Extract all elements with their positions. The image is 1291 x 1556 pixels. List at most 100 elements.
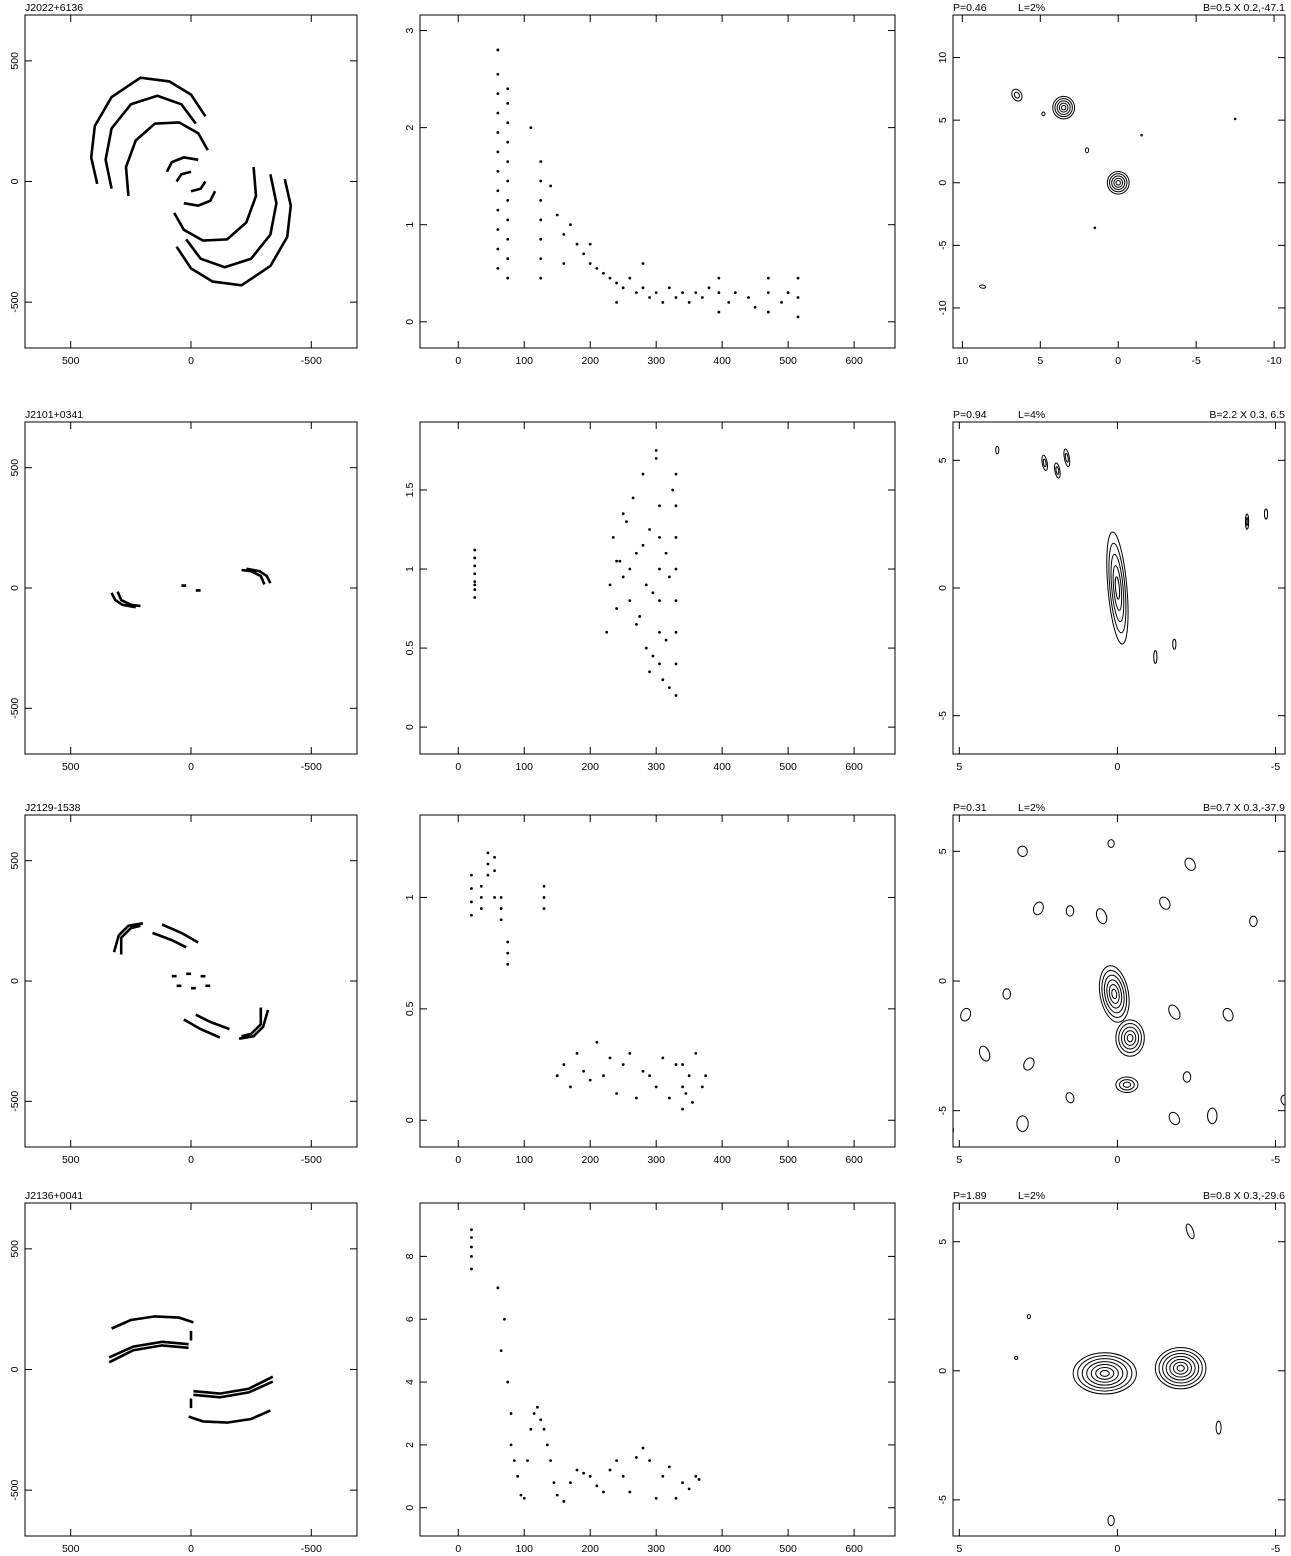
y-tick-label: -10	[937, 300, 949, 315]
x-tick-label: 100	[515, 1543, 533, 1555]
x-tick-label: 0	[455, 1154, 461, 1166]
data-point	[688, 301, 691, 304]
contour-line	[1166, 1356, 1195, 1380]
data-point	[635, 1456, 638, 1459]
contour-line	[1116, 180, 1120, 185]
data-point	[506, 121, 509, 124]
data-point	[648, 296, 651, 299]
data-point	[622, 576, 625, 579]
x-tick-label: 100	[515, 1154, 533, 1166]
contour-line	[1286, 837, 1291, 849]
data-point	[701, 296, 704, 299]
data-point	[506, 180, 509, 183]
data-point	[576, 1469, 579, 1472]
data-point	[609, 277, 612, 280]
x-tick-label: 0	[188, 761, 194, 773]
data-point	[546, 1443, 549, 1446]
data-point	[487, 863, 490, 866]
x-tick-label: 500	[779, 355, 797, 367]
panel-annotation: B=0.8 X 0.3,-29.6	[1203, 1190, 1285, 1202]
data-point	[506, 87, 509, 90]
x-tick-label: 500	[779, 1543, 797, 1555]
x-tick-label: 100	[515, 355, 533, 367]
data-point	[569, 223, 572, 226]
data-point	[615, 607, 618, 610]
page: {"chart_data": [ {"type": "line", "title…	[0, 0, 1291, 1556]
contour-line	[1108, 840, 1114, 848]
contour-line	[1221, 1007, 1234, 1022]
data-point	[553, 1481, 556, 1484]
data-point	[605, 631, 608, 634]
data-point	[506, 257, 509, 260]
plot-frame	[953, 15, 1285, 348]
data-point	[655, 449, 658, 452]
figure: J2022+61365000-500-500050001002003004005…	[0, 0, 1291, 1556]
data-point	[595, 267, 598, 270]
data-point	[539, 160, 542, 163]
data-point	[615, 1092, 618, 1095]
data-point	[510, 1412, 513, 1415]
data-point	[622, 1475, 625, 1478]
data-point	[675, 631, 678, 634]
contour-line	[1114, 178, 1123, 187]
plot-frame	[25, 815, 357, 1147]
contour-line	[1108, 984, 1121, 1004]
data-point	[675, 694, 678, 697]
y-tick-label: 5	[937, 1239, 949, 1245]
data-point	[470, 1236, 473, 1239]
x-tick-label: -5	[1191, 355, 1200, 367]
data-point	[661, 1056, 664, 1059]
data-point	[470, 1228, 473, 1231]
x-tick-label: 0	[1114, 761, 1120, 773]
x-tick-label: 0	[188, 1154, 194, 1166]
x-tick-label: 5	[956, 1154, 962, 1166]
plot-frame	[420, 1203, 895, 1536]
panel-annotation: P=0.46	[953, 2, 987, 14]
x-tick-label: 500	[62, 1543, 80, 1555]
x-tick-label: 0	[1114, 1543, 1120, 1555]
data-point	[717, 291, 720, 294]
data-point	[513, 1459, 516, 1462]
contour-line	[1015, 1356, 1018, 1359]
data-point	[500, 896, 503, 899]
data-point	[767, 291, 770, 294]
data-point	[665, 552, 668, 555]
data-point	[506, 218, 509, 221]
x-tick-label: 0	[455, 355, 461, 367]
data-point	[602, 1491, 605, 1494]
data-point	[615, 560, 618, 563]
data-point	[487, 874, 490, 877]
contour-line	[1095, 963, 1133, 1024]
data-point	[681, 1063, 684, 1066]
contour-line	[1003, 989, 1011, 999]
data-point	[496, 209, 499, 212]
data-point	[496, 112, 499, 115]
plot-area	[470, 851, 707, 1110]
data-point	[506, 277, 509, 280]
x-tick-label: 600	[845, 355, 863, 367]
contour-line	[1264, 509, 1267, 519]
contour-line	[1106, 543, 1129, 634]
contour-line	[1127, 1034, 1133, 1041]
contour-line	[1250, 916, 1258, 926]
contour-line	[1054, 463, 1062, 479]
x-tick-label: 500	[779, 1154, 797, 1166]
contour-line	[1120, 1080, 1135, 1090]
y-tick-label: 5	[937, 117, 949, 123]
data-point	[797, 316, 800, 319]
contour-line	[1154, 651, 1157, 664]
x-tick-label: 300	[647, 761, 665, 773]
y-tick-label: 1	[404, 222, 416, 228]
data-point	[589, 262, 592, 265]
data-point	[506, 160, 509, 163]
data-point	[473, 564, 476, 567]
x-tick-label: 0	[1114, 1154, 1120, 1166]
data-point	[671, 489, 674, 492]
x-tick-label: 200	[581, 1543, 599, 1555]
data-point	[684, 1092, 687, 1095]
data-point	[480, 896, 483, 899]
x-tick-label: 400	[713, 1543, 731, 1555]
data-point	[645, 647, 648, 650]
data-point	[493, 856, 496, 859]
data-point	[698, 1478, 701, 1481]
